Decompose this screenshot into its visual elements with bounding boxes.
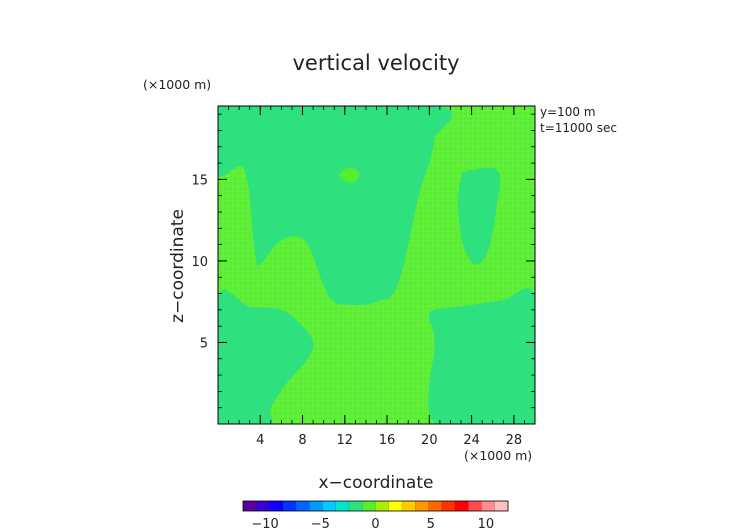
field-regions <box>218 106 535 424</box>
major-ticks <box>218 106 535 424</box>
colorbar-swatch <box>428 501 443 511</box>
region-lower-right-field <box>428 288 535 424</box>
region-central-plume <box>218 106 453 305</box>
x-tick-label: 28 <box>506 433 523 448</box>
region-small-cell <box>339 167 360 183</box>
region-right-cell <box>457 167 501 265</box>
colorbar-tick-label: 5 <box>427 517 435 532</box>
x-tick-label: 20 <box>421 433 438 448</box>
colorbar: −10 −5 0 5 10 <box>242 500 509 532</box>
y-tick-label: 15 <box>191 173 208 188</box>
colorbar-swatch <box>455 501 469 511</box>
x-tick-label: 8 <box>298 433 306 448</box>
y-tick-label: 5 <box>200 336 208 351</box>
plot-area: 4 8 12 16 20 24 28 5 10 15 <box>191 105 536 448</box>
colorbar-tick-label: −5 <box>311 517 330 532</box>
colorbar-swatch <box>296 501 310 511</box>
colorbar-swatch <box>441 501 456 511</box>
colorbar-swatch <box>322 501 337 511</box>
colorbar-tick-label: 10 <box>478 517 495 532</box>
colorbar-swatch <box>481 501 496 511</box>
y-tick-label: 10 <box>191 255 208 270</box>
region-lower-field <box>218 289 314 424</box>
x-tick-label: 12 <box>337 433 354 448</box>
colorbar-tick-label: 0 <box>371 517 379 532</box>
x-axis-unit: (×1000 m) <box>464 448 532 463</box>
colorbar-swatch <box>375 501 390 511</box>
y-axis-unit: (×1000 m) <box>143 77 211 92</box>
colorbar-swatch <box>269 501 284 511</box>
colorbar-swatch <box>388 501 403 511</box>
colorbar-swatch <box>349 501 363 511</box>
colorbar-tick-label: −10 <box>251 517 278 532</box>
y-axis-label: z−coordinate <box>168 209 188 323</box>
colorbar-swatch <box>256 501 270 511</box>
colorbar-swatch <box>282 501 297 511</box>
x-tick-label: 4 <box>256 433 264 448</box>
time-annotation: t=11000 sec <box>540 121 617 135</box>
x-axis-label: x−coordinate <box>319 473 434 493</box>
colorbar-swatch <box>402 501 416 511</box>
y-position-annotation: y=100 m <box>540 105 596 119</box>
colorbar-swatch <box>362 501 376 511</box>
colorbar-frame <box>242 500 509 512</box>
colorbar-swatch <box>243 501 257 511</box>
x-tick-label: 16 <box>379 433 396 448</box>
colorbar-swatch <box>415 501 429 511</box>
chart-title: vertical velocity <box>292 51 459 75</box>
colorbar-swatch <box>309 501 323 511</box>
colorbar-swatch <box>335 501 350 511</box>
x-tick-label: 24 <box>463 433 480 448</box>
colorbar-swatch <box>468 501 482 511</box>
colorbar-swatch <box>494 501 509 511</box>
